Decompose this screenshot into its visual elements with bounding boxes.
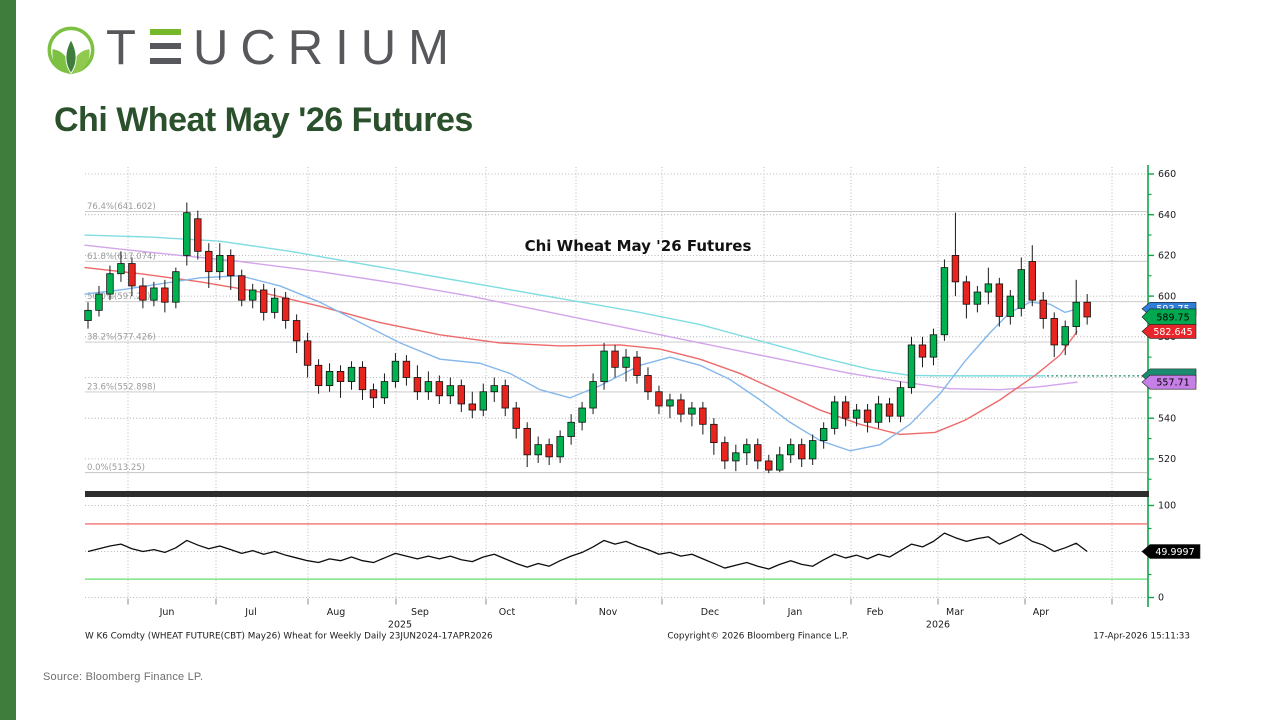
price-badge-label: 589.75 (1156, 312, 1189, 323)
teucrium-leaf-icon (47, 26, 95, 75)
wordmark-t: T (106, 21, 148, 75)
month-label: Nov (599, 607, 618, 618)
footer-instrument: W K6 Comdty (WHEAT FUTURE(CBT) May26) Wh… (85, 632, 493, 642)
month-label: Jun (159, 607, 175, 618)
footer-timestamp: 17-Apr-2026 15:11:33 (1093, 632, 1190, 642)
footer-copyright: Copyright© 2026 Bloomberg Finance L.P. (667, 632, 848, 642)
chart-gridlines (85, 167, 1147, 598)
fib-label: 23.6%(552.898) (87, 382, 156, 392)
rsi-axis-label: 0 (1158, 593, 1164, 604)
ma-cyan (84, 234, 1046, 377)
ma-blue (84, 275, 1078, 452)
month-label: Feb (867, 607, 884, 618)
price-axis-label: 620 (1158, 251, 1176, 262)
price-axis-label: 640 (1158, 210, 1176, 221)
wordmark-rest: UCRIUM (192, 21, 461, 75)
source-note: Source: Bloomberg Finance LP. (43, 671, 204, 683)
price-badge-label: 49.9997 (1155, 547, 1194, 558)
price-axis-label: 600 (1158, 291, 1176, 302)
month-label: Jul (244, 607, 256, 618)
chart-footer: W K6 Comdty (WHEAT FUTURE(CBT) May26) Wh… (85, 632, 1190, 642)
page-title: Chi Wheat May '26 Futures (54, 101, 473, 139)
candlesticks (84, 202, 1091, 474)
price-axis-label: 520 (1158, 454, 1176, 465)
brand-accent-bar (0, 0, 16, 720)
ma-violet (84, 244, 1078, 391)
price-badge-label: 582.645 (1153, 327, 1192, 338)
fib-label: 0.0%(513.25) (87, 463, 145, 473)
month-label: Mar (946, 607, 964, 618)
fib-label: 38.2%(577.426) (87, 333, 156, 343)
panel-separator (85, 491, 1149, 497)
month-label: Apr (1033, 607, 1050, 618)
month-label: Oct (499, 607, 516, 618)
teucrium-logo (44, 24, 98, 80)
ma-red (84, 266, 1078, 436)
price-badge-label: 557.71 (1156, 378, 1189, 389)
month-label: Sep (411, 607, 429, 618)
month-label: Aug (327, 607, 346, 618)
month-label: Dec (701, 607, 719, 618)
x-axis: Jun Jul Aug Sep Oct Nov Dec Jan Feb Mar Apr 2025 202… (127, 598, 1113, 631)
wordmark-e-glyph (149, 29, 181, 64)
fib-label: 50.0%(597.25) (87, 292, 150, 302)
year-label: 2025 (388, 620, 412, 631)
price-axis-label: 660 (1158, 169, 1176, 180)
rsi-panel (85, 523, 1147, 580)
month-label: Jan (787, 607, 803, 618)
year-label: 2026 (926, 620, 950, 631)
rsi-axis-label: 100 (1158, 501, 1176, 512)
fib-label: 76.4%(641.602) (87, 202, 156, 212)
price-axis-label: 540 (1158, 413, 1176, 424)
rsi-line (87, 532, 1088, 570)
teucrium-wordmark: T UCRIUM (106, 24, 461, 73)
chart-inner-title: Chi Wheat May '26 Futures (525, 237, 752, 255)
moving-averages (84, 234, 1078, 452)
